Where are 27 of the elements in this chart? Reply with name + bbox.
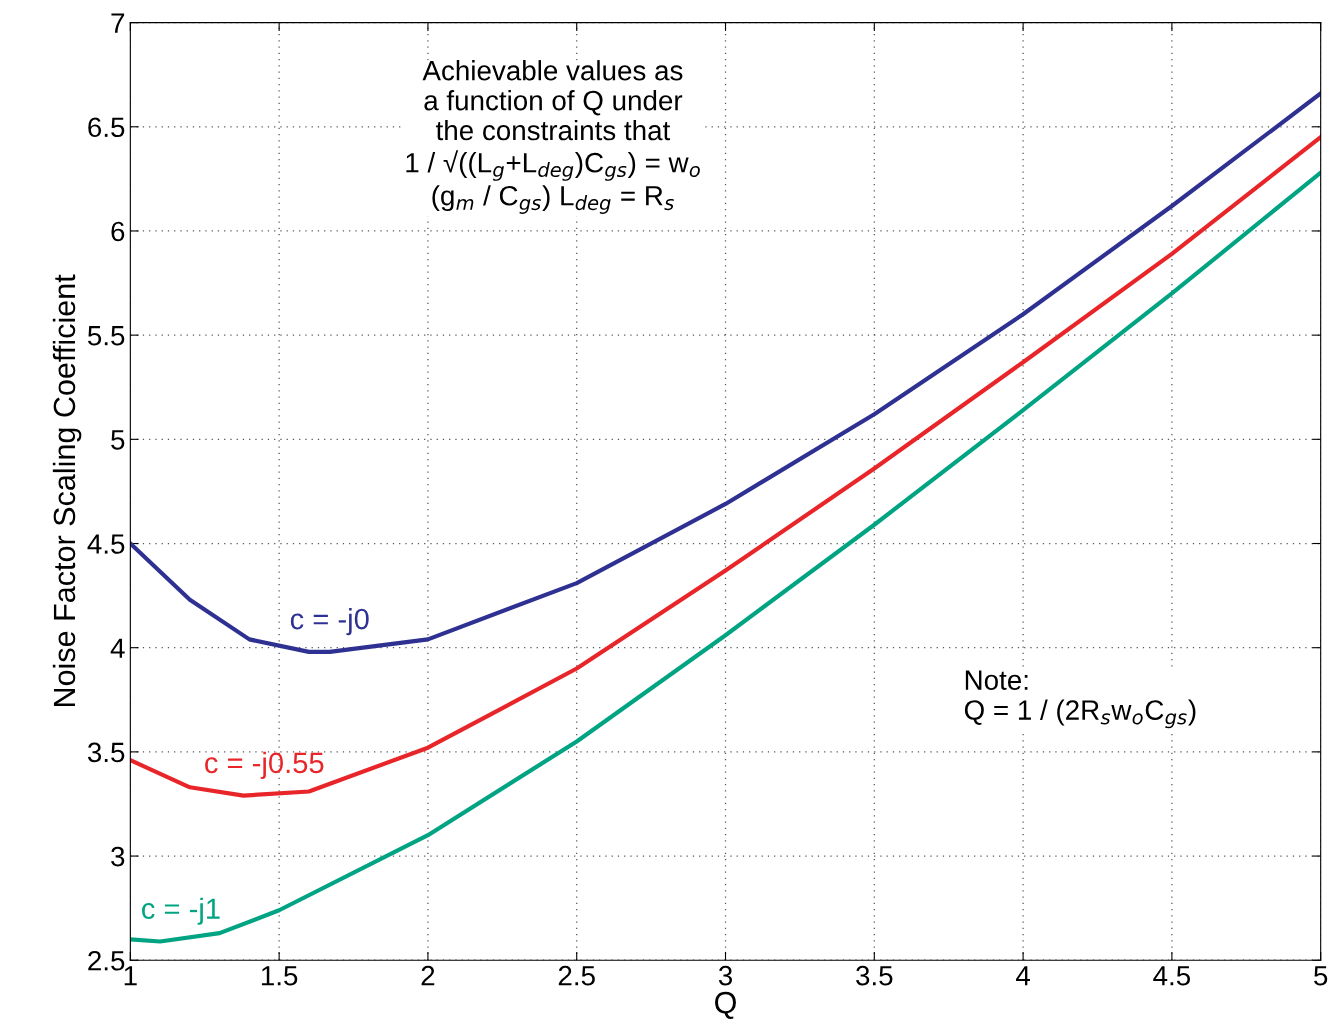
x-axis-title: Q bbox=[715, 991, 736, 1019]
line-series bbox=[130, 91, 1321, 654]
x-tick-label: 2 bbox=[421, 965, 435, 986]
x-tick-label: 4.5 bbox=[1153, 966, 1191, 986]
y-tick-label: 5 bbox=[111, 430, 125, 450]
y-tick-label: 3 bbox=[111, 846, 125, 867]
annotation: Note: Q = 1 / (2R$_{s}$w$_{o}$C$_{gs}$) bbox=[964, 670, 1196, 729]
y-tick-label: 2.5 bbox=[88, 950, 125, 971]
x-tick-label: 1.5 bbox=[261, 966, 298, 986]
x-tick-label: 3.5 bbox=[856, 965, 893, 986]
x-tick-label: 3 bbox=[718, 965, 733, 986]
series-label: c = -j0.55 bbox=[205, 751, 324, 779]
x-tick-label: 1 bbox=[124, 966, 137, 986]
x-tick-label: 2.5 bbox=[558, 965, 595, 986]
y-tick-label: 6.5 bbox=[88, 117, 125, 138]
series-label: c = -j1 bbox=[142, 897, 220, 925]
x-tick-label: 5 bbox=[1314, 966, 1328, 986]
y-tick-label: 4 bbox=[110, 638, 125, 658]
y-tick-label: 7 bbox=[111, 13, 125, 33]
x-tick-label: 4 bbox=[1016, 966, 1031, 986]
y-tick-label: 3.5 bbox=[87, 742, 125, 763]
y-tick-label: 6 bbox=[111, 221, 125, 242]
text: Achievable values as a function of Q under the constraints that 1 / √((L$_{g}$+L$_{deg}$)C$_{gs}$) = w$_{o}$ (g$_{m}$ / C$_{gs}$) L$_{deg}$ = R$_{s}$ bbox=[406, 60, 700, 214]
series-label: c = -j0 bbox=[290, 608, 369, 636]
y-axis-title: Noise Factor Scaling Coefficient bbox=[52, 274, 82, 707]
y-tick-label: 4.5 bbox=[87, 534, 125, 554]
y-tick-label: 5.5 bbox=[87, 326, 125, 346]
